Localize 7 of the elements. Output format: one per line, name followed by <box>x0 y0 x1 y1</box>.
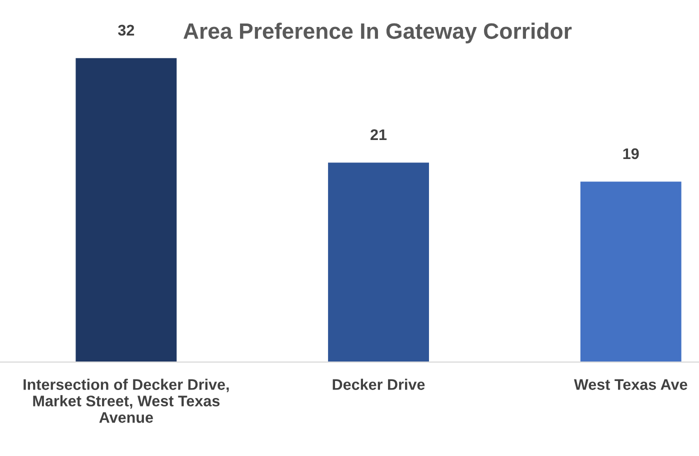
x-tick-label: Decker Drive <box>332 378 425 390</box>
x-tick-label: Intersection of Decker Drive, Market Street, West Texas Avenue <box>24 378 229 423</box>
x-tick-label: West Texas Ave <box>574 379 688 390</box>
data-label: 19 <box>623 148 639 160</box>
data-label: 21 <box>370 129 387 140</box>
data-label: 32 <box>118 24 134 36</box>
chart-title: Area Preference In Gateway Corridor <box>184 22 572 44</box>
